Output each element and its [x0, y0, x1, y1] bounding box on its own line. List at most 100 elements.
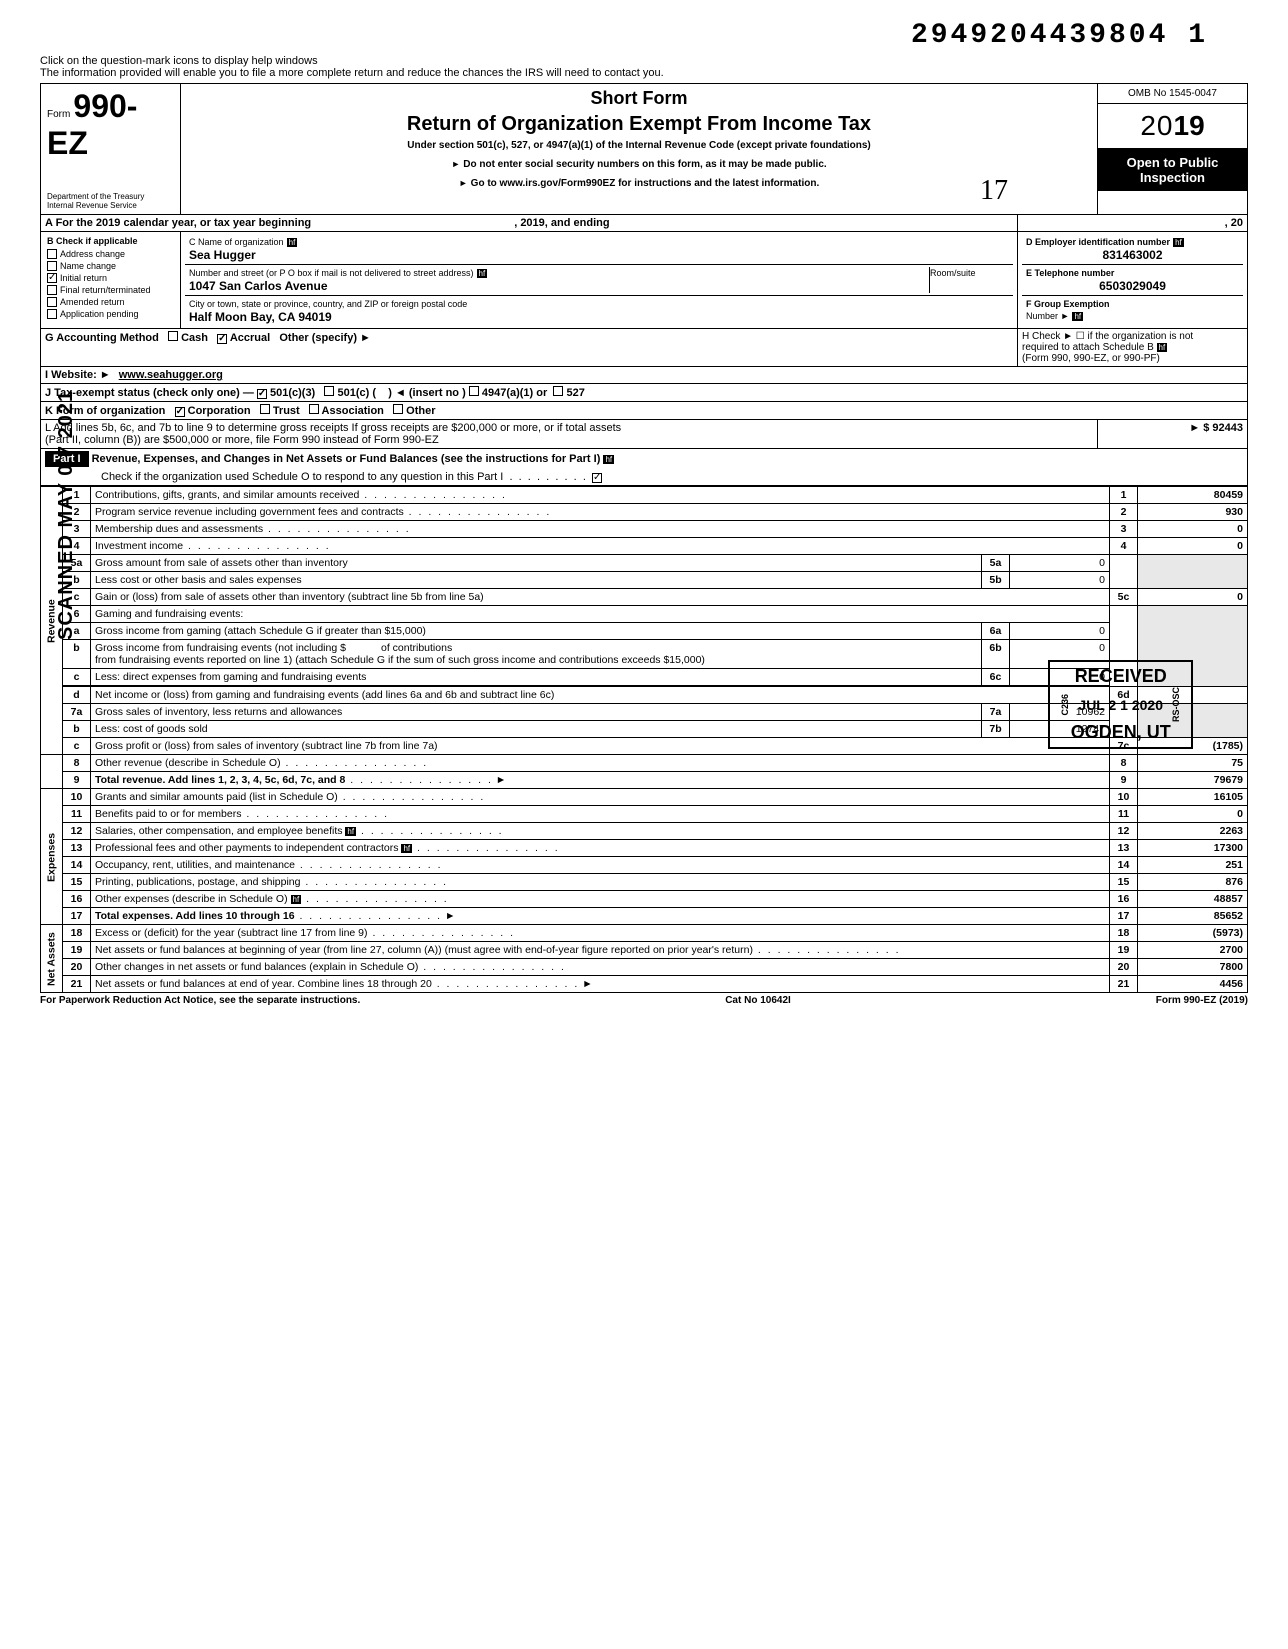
right-header: OMB No 1545-0047 2019 Open to Public Ins…: [1097, 84, 1247, 214]
section-b: B Check if applicable Address change Nam…: [41, 232, 181, 328]
ein-value: 831463002: [1026, 248, 1239, 262]
help-icon[interactable]: hf: [1173, 238, 1184, 247]
form-number: 990-EZ: [47, 88, 137, 161]
section-a-row: A For the 2019 calendar year, or tax yea…: [40, 215, 1248, 232]
year-box: 2019: [1098, 104, 1247, 149]
section-d-e-f: D Employer identification number hf 8314…: [1017, 232, 1247, 328]
cb-association[interactable]: [309, 404, 319, 414]
received-code: C236: [1060, 694, 1070, 716]
cb-amended[interactable]: Amended return: [45, 296, 176, 308]
open-line-1: Open to Public: [1104, 155, 1241, 170]
c-label: C Name of organization: [189, 237, 284, 247]
cb-address-change[interactable]: Address change: [45, 248, 176, 260]
help-line-1: Click on the question-mark icons to disp…: [40, 55, 1248, 67]
received-loc: OGDEN, UT: [1060, 722, 1181, 743]
help-text-block: Click on the question-mark icons to disp…: [40, 51, 1248, 84]
dept-treasury: Department of the Treasury: [47, 192, 174, 201]
open-line-2: Inspection: [1104, 170, 1241, 185]
e-label: E Telephone number: [1026, 268, 1114, 278]
expenses-label: Expenses: [41, 789, 63, 925]
handwritten-17: 17: [980, 175, 1008, 207]
section-k: K Form of organization Corporation Trust…: [41, 402, 1247, 419]
short-form-label: Short Form: [191, 88, 1087, 109]
netassets-label: Net Assets: [41, 925, 63, 993]
h-line2: required to attach Schedule B: [1022, 342, 1154, 353]
street-address: 1047 San Carlos Avenue: [189, 279, 328, 293]
dept-irs: Internal Revenue Service: [47, 201, 174, 210]
line-21: 21 Net assets or fund balances at end of…: [41, 976, 1248, 993]
cb-application-pending[interactable]: Application pending: [45, 308, 176, 320]
help-icon[interactable]: hf: [477, 269, 488, 278]
help-icon[interactable]: hf: [1072, 312, 1083, 321]
footer-left: For Paperwork Reduction Act Notice, see …: [40, 995, 360, 1006]
line-4: 4 Investment income 4 0: [41, 538, 1248, 555]
cb-527[interactable]: [553, 386, 563, 396]
cb-corporation[interactable]: [175, 407, 185, 417]
section-g: G Accounting Method Cash Accrual Other (…: [41, 329, 1017, 366]
cb-cash[interactable]: [168, 331, 178, 341]
part-1-check-text: Check if the organization used Schedule …: [101, 471, 503, 483]
cb-trust[interactable]: [260, 404, 270, 414]
title-cell: Short Form Return of Organization Exempt…: [181, 84, 1097, 214]
year-bold: 19: [1174, 110, 1205, 141]
city-state-zip: Half Moon Bay, CA 94019: [189, 310, 332, 324]
cb-initial-return[interactable]: Initial return: [45, 272, 176, 284]
help-icon[interactable]: hf: [401, 844, 412, 853]
help-icon[interactable]: hf: [603, 455, 614, 464]
cb-other-org[interactable]: [393, 404, 403, 414]
form-prefix: Form: [47, 109, 70, 120]
cb-accrual[interactable]: [217, 334, 227, 344]
section-b-header: B Check if applicable: [45, 234, 176, 248]
l-amount-cell: ► $ 92443: [1097, 420, 1247, 448]
l-amount: 92443: [1212, 422, 1243, 434]
section-a: A For the 2019 calendar year, or tax yea…: [41, 215, 1017, 231]
line-6a: a Gross income from gaming (attach Sched…: [41, 623, 1248, 640]
room-label: Room/suite: [930, 268, 976, 278]
website-value: www.seahugger.org: [115, 367, 1247, 383]
section-a-mid: , 2019, and ending: [514, 217, 609, 229]
cb-final-return[interactable]: Final return/terminated: [45, 284, 176, 296]
line-2: 2 Program service revenue including gove…: [41, 504, 1248, 521]
h-line1: H Check ► ☐ if the organization is not: [1022, 331, 1243, 342]
line-16: 16 Other expenses (describe in Schedule …: [41, 891, 1248, 908]
d-label: D Employer identification number: [1026, 237, 1170, 247]
section-k-row: K Form of organization Corporation Trust…: [40, 402, 1248, 420]
document-number: 2949204439804 1: [40, 20, 1248, 51]
line-10: Expenses 10 Grants and similar amounts p…: [41, 789, 1248, 806]
line-11: 11 Benefits paid to or for members 11 0: [41, 806, 1248, 823]
line-3: 3 Membership dues and assessments 3 0: [41, 521, 1248, 538]
cb-schedule-o[interactable]: [592, 473, 602, 483]
f-label: F Group Exemption: [1026, 299, 1110, 309]
l-line2: (Part II, column (B)) are $500,000 or mo…: [45, 434, 1093, 446]
section-l: L Add lines 5b, 6c, and 7b to line 9 to …: [41, 420, 1097, 448]
l-line1: L Add lines 5b, 6c, and 7b to line 9 to …: [45, 422, 1093, 434]
help-icon[interactable]: hf: [287, 238, 298, 247]
form-header: Form 990-EZ Department of the Treasury I…: [40, 84, 1248, 215]
line-1: Revenue 1 Contributions, gifts, grants, …: [41, 487, 1248, 504]
section-h: H Check ► ☐ if the organization is not r…: [1017, 329, 1247, 366]
line-5c: c Gain or (loss) from sale of assets oth…: [41, 589, 1248, 606]
omb-number: OMB No 1545-0047: [1098, 84, 1247, 104]
line-17: 17 Total expenses. Add lines 10 through …: [41, 908, 1248, 925]
cb-4947[interactable]: [469, 386, 479, 396]
year-outline: 20: [1140, 110, 1173, 141]
line-18: Net Assets 18 Excess or (deficit) for th…: [41, 925, 1248, 942]
line-12: 12 Salaries, other compensation, and emp…: [41, 823, 1248, 840]
g-label: G Accounting Method: [45, 332, 159, 344]
cb-501c3[interactable]: [257, 389, 267, 399]
section-l-row: L Add lines 5b, 6c, and 7b to line 9 to …: [40, 420, 1248, 449]
open-public: Open to Public Inspection: [1098, 149, 1247, 191]
line-20: 20 Other changes in net assets or fund b…: [41, 959, 1248, 976]
help-icon[interactable]: hf: [291, 895, 302, 904]
received-date: JUL 2 1 2020: [1078, 697, 1163, 713]
help-icon[interactable]: hf: [345, 827, 356, 836]
line-5b: b Less cost or other basis and sales exp…: [41, 572, 1248, 589]
form-container: 2949204439804 1 Click on the question-ma…: [40, 20, 1248, 1008]
scanned-stamp: SCANNED MAY 0 7 2021: [55, 390, 78, 640]
cb-501c[interactable]: [324, 386, 334, 396]
cb-name-change[interactable]: Name change: [45, 260, 176, 272]
help-icon[interactable]: hf: [1157, 343, 1168, 352]
city-label: City or town, state or province, country…: [189, 299, 467, 309]
line-5a: 5a Gross amount from sale of assets othe…: [41, 555, 1248, 572]
footer-mid: Cat No 10642I: [725, 995, 791, 1006]
